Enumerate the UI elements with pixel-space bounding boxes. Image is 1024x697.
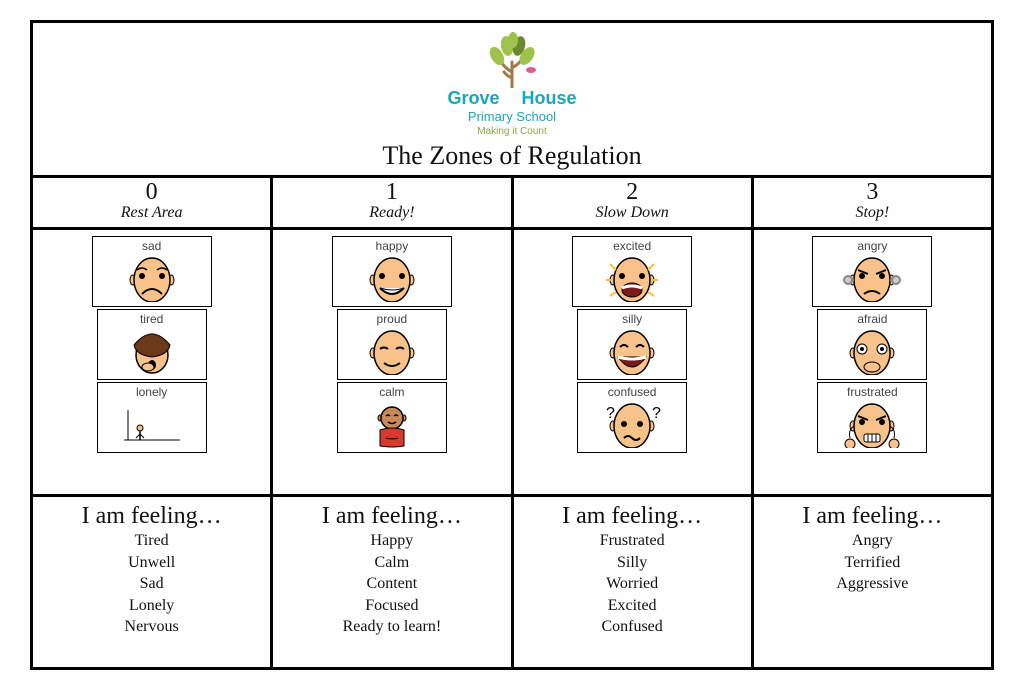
zone-num: 1: [386, 180, 398, 204]
emotion-card-calm: calm: [337, 382, 447, 453]
chart-title: The Zones of Regulation: [33, 141, 991, 171]
zone-label: Ready!: [369, 204, 414, 222]
tired-face-icon: [120, 327, 184, 375]
feelings-cell-3: I am feeling… AngryTerrifiedAggressive: [754, 497, 991, 667]
emotion-label: excited: [613, 239, 651, 253]
zone-num: 2: [626, 180, 638, 204]
emotion-label: afraid: [857, 312, 887, 326]
zone-header-row: 0 Rest Area 1 Ready! 2 Slow Down 3 Stop!: [33, 178, 991, 230]
emotion-label: proud: [377, 312, 408, 326]
feelings-cell-2: I am feeling… FrustratedSillyWorriedExci…: [514, 497, 754, 667]
zone-icons-3: angry afraid frustrated: [754, 230, 991, 494]
zone-num: 3: [866, 180, 878, 204]
tree-icon: [477, 32, 547, 88]
feelings-row: I am feeling… TiredUnwellSadLonelyNervou…: [33, 497, 991, 667]
calm-face-icon: [360, 400, 424, 448]
emotion-card-silly: silly: [577, 309, 687, 380]
emotion-card-angry: angry: [812, 236, 932, 307]
feeling-title: I am feeling…: [802, 503, 942, 530]
school-name-1: Grove: [447, 88, 499, 108]
emotion-label: confused: [608, 385, 657, 399]
emotion-label: lonely: [136, 385, 167, 399]
school-logo: Grove House Primary School Making it Cou…: [33, 29, 991, 139]
zone-header-1: 1 Ready!: [273, 178, 513, 227]
frustrated-face-icon: [840, 400, 904, 448]
feeling-list: AngryTerrifiedAggressive: [836, 530, 908, 595]
zone-label: Slow Down: [595, 204, 668, 222]
feeling-list: HappyCalmContentFocusedReady to learn!: [343, 530, 442, 638]
zone-icons-0: sad tired lonely: [33, 230, 273, 494]
zone-label: Stop!: [855, 204, 889, 222]
emotion-card-tired: tired: [97, 309, 207, 380]
confused-face-icon: ??: [600, 400, 664, 448]
feeling-title: I am feeling…: [562, 503, 702, 530]
emotion-card-afraid: afraid: [817, 309, 927, 380]
feelings-cell-0: I am feeling… TiredUnwellSadLonelyNervou…: [33, 497, 273, 667]
feeling-list: TiredUnwellSadLonelyNervous: [125, 530, 179, 638]
excited-face-icon: [600, 254, 664, 302]
silly-face-icon: [600, 327, 664, 375]
zone-header-3: 3 Stop!: [754, 178, 991, 227]
zone-num: 0: [146, 180, 158, 204]
feelings-cell-1: I am feeling… HappyCalmContentFocusedRea…: [273, 497, 513, 667]
feeling-title: I am feeling…: [322, 503, 462, 530]
feeling-title: I am feeling…: [82, 503, 222, 530]
emotion-card-proud: proud: [337, 309, 447, 380]
zone-icons-row: sad tired lonely happy: [33, 230, 991, 497]
school-name-2: House: [522, 88, 577, 108]
angry-face-icon: [840, 254, 904, 302]
emotion-label: sad: [142, 239, 161, 253]
zones-chart: Grove House Primary School Making it Cou…: [30, 20, 994, 670]
emotion-card-happy: happy: [332, 236, 452, 307]
lonely-face-icon: [120, 400, 184, 448]
emotion-label: angry: [857, 239, 887, 253]
school-tagline: Making it Count: [477, 126, 546, 137]
emotion-card-lonely: lonely: [97, 382, 207, 453]
emotion-card-confused: confused ??: [577, 382, 687, 453]
emotion-label: happy: [376, 239, 409, 253]
emotion-card-sad: sad: [92, 236, 212, 307]
feeling-list: FrustratedSillyWorriedExcitedConfused: [600, 530, 665, 638]
zone-icons-2: excited silly confused ??: [514, 230, 754, 494]
svg-text:?: ?: [652, 405, 661, 422]
emotion-card-excited: excited: [572, 236, 692, 307]
happy-face-icon: [360, 254, 424, 302]
proud-face-icon: [360, 327, 424, 375]
sad-face-icon: [120, 254, 184, 302]
svg-text:?: ?: [606, 405, 615, 422]
zone-icons-1: happy proud calm: [273, 230, 513, 494]
chart-header: Grove House Primary School Making it Cou…: [33, 23, 991, 178]
emotion-label: silly: [622, 312, 642, 326]
afraid-face-icon: [840, 327, 904, 375]
emotion-label: frustrated: [847, 385, 898, 399]
emotion-label: tired: [140, 312, 163, 326]
school-subtitle: Primary School: [468, 109, 556, 124]
zone-header-0: 0 Rest Area: [33, 178, 273, 227]
emotion-label: calm: [379, 385, 404, 399]
zone-header-2: 2 Slow Down: [514, 178, 754, 227]
emotion-card-frustrated: frustrated: [817, 382, 927, 453]
zone-label: Rest Area: [121, 204, 183, 222]
